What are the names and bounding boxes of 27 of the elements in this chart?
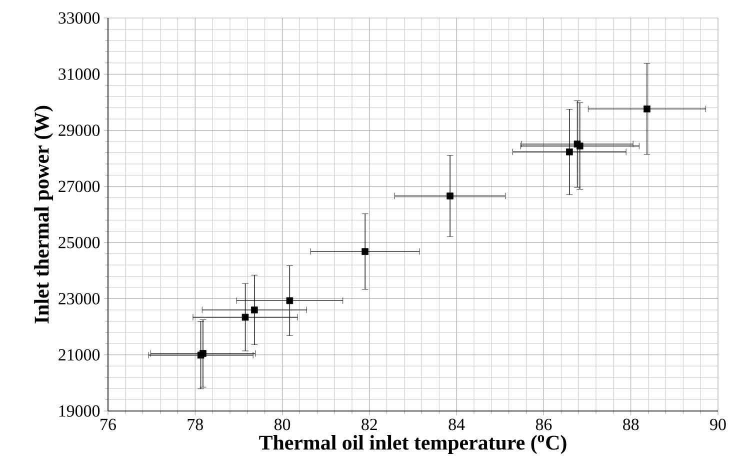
x-tick-label: 80	[274, 418, 290, 430]
x-tick-label: 84	[448, 418, 465, 430]
y-axis-title: Inlet thermal power (W)	[34, 106, 54, 324]
point	[644, 106, 650, 112]
point	[362, 248, 368, 255]
y-tick-label: 25000	[58, 236, 100, 248]
point	[446, 192, 454, 200]
y-tick-label: 21000	[58, 349, 100, 361]
x-axis-title: Thermal oil inlet temperature ($^{o}$C)	[259, 435, 566, 454]
point	[286, 297, 294, 304]
y-tick-label: 29000	[58, 124, 100, 136]
y-tick-label: 27000	[58, 180, 100, 192]
point	[576, 142, 584, 150]
y-tick-label: 23000	[58, 292, 100, 304]
x-tick-label: 90	[710, 418, 726, 430]
point	[242, 314, 249, 321]
point	[566, 148, 573, 156]
x-tick-label: 88	[623, 418, 639, 430]
y-tick-label: 19000	[59, 405, 100, 417]
point	[200, 350, 206, 357]
y-tick-label: 31000	[58, 68, 100, 80]
x-tick-label: 76	[100, 418, 116, 430]
x-tick-label: 86	[536, 418, 552, 430]
x-tick-label: 78	[188, 418, 203, 430]
y-tick-label: 33000	[58, 12, 100, 24]
x-tick-label: 82	[362, 418, 377, 430]
point	[251, 306, 258, 314]
